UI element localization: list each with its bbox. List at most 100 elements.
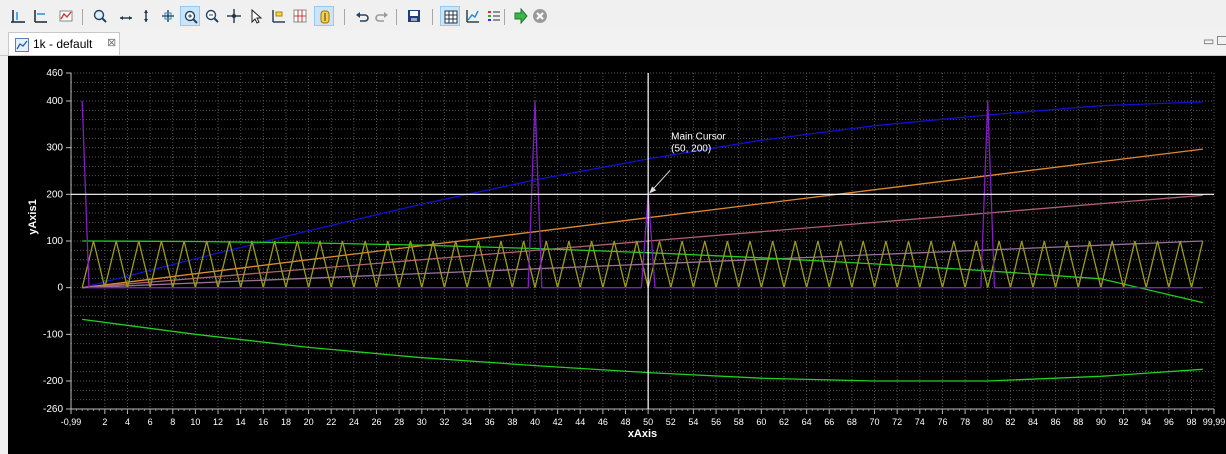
pointer-icon[interactable] [246, 6, 266, 26]
y-tick-label: 200 [46, 189, 63, 200]
series-line-8 [81, 100, 1203, 289]
x-tick-label: 92 [1119, 417, 1129, 427]
x-tick-label: 42 [553, 417, 563, 427]
vertical-zoom-icon[interactable] [136, 6, 156, 26]
x-tick-label: 14 [236, 417, 246, 427]
cursor-label: Main Cursor [671, 131, 726, 142]
x-tick-label: 68 [847, 417, 857, 427]
x-tick-label: 52 [666, 417, 676, 427]
add-trace-icon[interactable] [56, 6, 76, 26]
x-tick-label: 48 [621, 417, 631, 427]
tab-label: 1k - default [33, 37, 93, 51]
y-tick-label: 300 [46, 143, 63, 154]
x-tick-label: 32 [439, 417, 449, 427]
x-tick-label: 70 [870, 417, 880, 427]
x-tick-label: 66 [824, 417, 834, 427]
toolbar-separator [432, 9, 433, 25]
grid-annotation-icon[interactable] [290, 6, 310, 26]
x-tick-label: 54 [688, 417, 698, 427]
zoom-out-icon[interactable] [202, 6, 222, 26]
run-icon[interactable] [510, 6, 530, 26]
y-axis-icon[interactable] [30, 6, 50, 26]
x-tick-label: 74 [915, 417, 925, 427]
redo-icon[interactable] [372, 6, 392, 26]
legend-icon[interactable] [484, 6, 504, 26]
x-tick-label: 64 [802, 417, 812, 427]
tab-1k-default[interactable]: 1k - default ⊠ [8, 32, 120, 55]
toolbar [0, 0, 1226, 30]
y-tick-label: 400 [46, 96, 63, 107]
chart-tab-icon [15, 38, 29, 52]
y-tick-label: 100 [46, 236, 63, 247]
x-tick-label: 12 [213, 417, 223, 427]
y-tick-label: -200 [43, 376, 63, 387]
maximize-icon[interactable] [1217, 36, 1226, 45]
x-tick-label: 56 [711, 417, 721, 427]
x-tick-label: 99,99 [1203, 417, 1226, 427]
x-tick-label: 18 [281, 417, 291, 427]
x-tick-label: 16 [258, 417, 268, 427]
x-tick-label: 2 [102, 417, 107, 427]
x-tick-label: 44 [575, 417, 585, 427]
x-axis-label: xAxis [628, 428, 657, 440]
x-tick-label: 84 [1028, 417, 1038, 427]
x-tick-label: 6 [148, 417, 153, 427]
x-tick-label: 82 [1005, 417, 1015, 427]
toolbar-separator [82, 9, 83, 25]
x-tick-label: 58 [734, 417, 744, 427]
x-tick-label: 34 [462, 417, 472, 427]
x-tick-label: 86 [1051, 417, 1061, 427]
x-tick-label: 30 [417, 417, 427, 427]
x-tick-label: 8 [170, 417, 175, 427]
tab-bar: 1k - default ⊠ ▭ [0, 30, 1226, 56]
x-tick-label: 72 [892, 417, 902, 427]
x-tick-label: 26 [371, 417, 381, 427]
y-tick-label: -100 [43, 329, 63, 340]
minimize-icon[interactable]: ▭ [1203, 34, 1215, 48]
y-tick-label: -260 [43, 404, 63, 415]
zoom-in-icon[interactable] [180, 6, 200, 26]
x-tick-label: 28 [394, 417, 404, 427]
x-tick-label: 98 [1186, 417, 1196, 427]
stop-icon[interactable] [530, 6, 550, 26]
x-tick-label: 80 [983, 417, 993, 427]
y-tick-label: 460 [46, 68, 63, 79]
series-line-3 [82, 194, 1203, 289]
x-tick-label: 60 [756, 417, 766, 427]
horizontal-zoom-icon[interactable] [116, 6, 136, 26]
cursor-icon[interactable] [314, 6, 334, 26]
x-tick-label: 50 [643, 417, 653, 427]
x-tick-label: 20 [304, 417, 314, 427]
toolbar-separator [504, 9, 505, 25]
grid-icon[interactable] [440, 6, 460, 26]
x-tick-label: 94 [1141, 417, 1151, 427]
x-axis-icon[interactable] [8, 6, 28, 26]
x-tick-label: 96 [1164, 417, 1174, 427]
save-snapshot-icon[interactable] [404, 6, 424, 26]
zoom-icon[interactable] [90, 6, 110, 26]
pan-icon[interactable] [224, 6, 244, 26]
x-tick-label: 88 [1073, 417, 1083, 427]
x-tick-label: 40 [530, 417, 540, 427]
x-tick-label: 78 [960, 417, 970, 427]
x-tick-label: 22 [326, 417, 336, 427]
x-tick-label: 46 [598, 417, 608, 427]
undo-icon[interactable] [352, 6, 372, 26]
tab-close-icon[interactable]: ⊠ [107, 37, 117, 49]
x-tick-label: 90 [1096, 417, 1106, 427]
x-tick-label: 36 [485, 417, 495, 427]
x-tick-label: 76 [937, 417, 947, 427]
annotation-icon[interactable] [268, 6, 288, 26]
x-tick-label: 4 [125, 417, 130, 427]
autoscale-icon[interactable] [462, 6, 482, 26]
y-axis-label: yAxis1 [27, 199, 39, 234]
x-tick-label: 10 [190, 417, 200, 427]
chart-area[interactable]: -0,99 2 4 6 8 10 12 14 16 18 20 22 24 26 28 30 32 34 36 38 4… [8, 56, 1226, 454]
toolbar-separator [396, 9, 397, 25]
xy-graph[interactable]: -0,99 2 4 6 8 10 12 14 16 18 20 22 24 26 28 30 32 34 36 38 4… [8, 56, 1226, 454]
x-tick-label: 24 [349, 417, 359, 427]
cursor-coords: (50, 200) [671, 143, 711, 154]
cursor-arrowhead [649, 186, 657, 194]
toolbar-separator [344, 9, 345, 25]
zoom-fit-icon[interactable] [158, 6, 178, 26]
